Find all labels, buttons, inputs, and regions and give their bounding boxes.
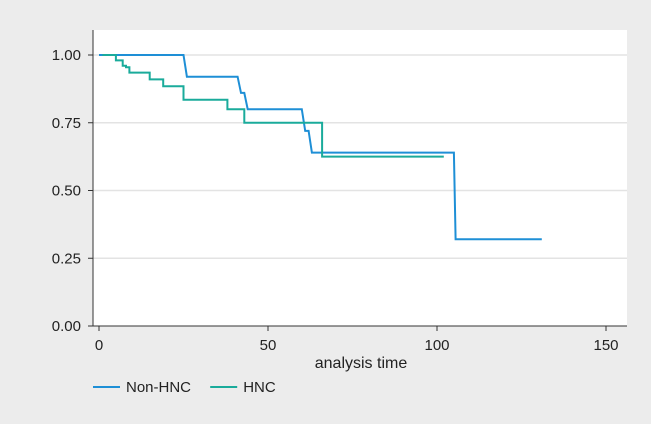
plot-area xyxy=(93,30,627,326)
y-tick-label: 0.50 xyxy=(52,183,81,200)
y-tick-label: 0.25 xyxy=(52,250,81,267)
legend-label-hnc: HNC xyxy=(243,379,276,396)
y-tick-label: 0.75 xyxy=(52,115,81,132)
x-axis-label: analysis time xyxy=(315,355,408,372)
x-tick-label: 50 xyxy=(260,337,277,354)
y-axis-ticks: 0.00 0.25 0.50 0.75 1.00 xyxy=(52,47,93,335)
x-tick-label: 0 xyxy=(95,337,103,354)
series-line-non-hnc xyxy=(99,54,542,241)
y-tick-label: 1.00 xyxy=(52,47,81,64)
y-tick-label: 0.00 xyxy=(52,318,81,335)
x-axis-ticks: 0 50 100 150 xyxy=(95,326,619,354)
series-lines xyxy=(99,54,542,241)
legend-label-non-hnc: Non-HNC xyxy=(126,379,191,396)
x-tick-label: 150 xyxy=(593,337,618,354)
series-line-hnc xyxy=(102,54,444,158)
x-tick-label: 100 xyxy=(424,337,449,354)
legend: Non-HNC HNC xyxy=(93,379,276,396)
axes xyxy=(92,30,627,327)
